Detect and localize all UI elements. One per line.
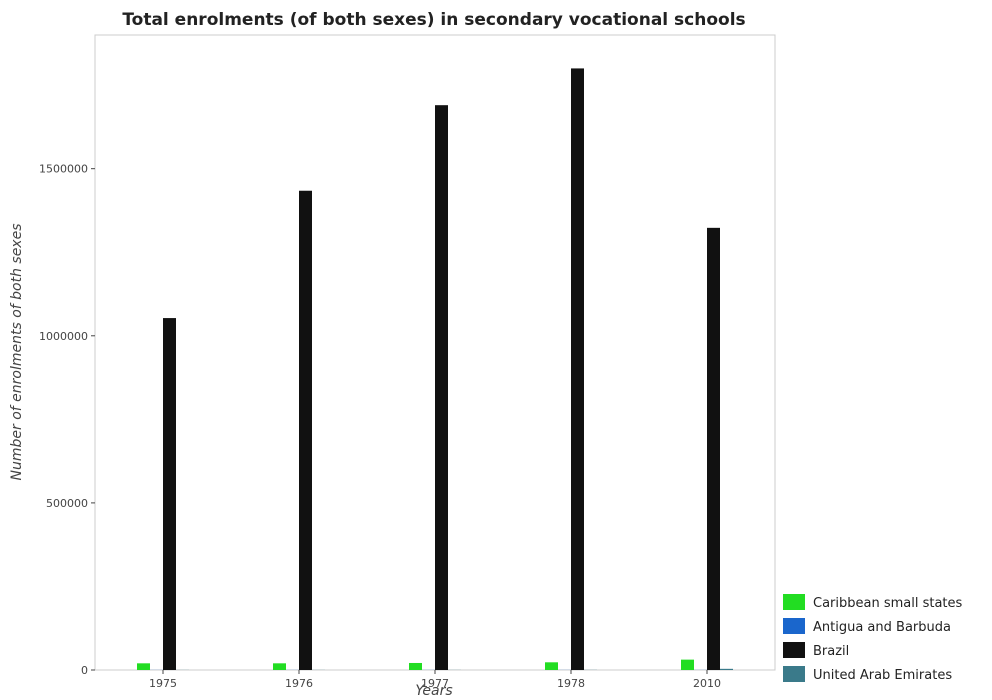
- y-tick-label: 500000: [46, 497, 88, 510]
- y-tick-label: 1000000: [39, 330, 88, 343]
- x-tick-label: 2010: [693, 677, 721, 690]
- chart-title: Total enrolments (of both sexes) in seco…: [122, 10, 745, 30]
- y-axis-label: Number of enrolments of both sexes: [9, 224, 25, 481]
- bar-brazil: [163, 318, 176, 670]
- bars: [137, 68, 733, 670]
- x-tick-label: 1978: [557, 677, 585, 690]
- bar-united-arab-emirates: [720, 669, 733, 670]
- y-tick-label: 0: [81, 664, 88, 677]
- legend-swatch: [783, 594, 805, 610]
- bar-brazil: [435, 105, 448, 670]
- legend-swatch: [783, 618, 805, 634]
- y-axis: 0 500000 1000000 1500000: [39, 163, 95, 677]
- legend-label: United Arab Emirates: [813, 668, 952, 683]
- bar-caribbean-small-states: [137, 663, 150, 670]
- legend-swatch: [783, 666, 805, 682]
- bar-brazil: [571, 68, 584, 670]
- x-tick-label: 1976: [285, 677, 313, 690]
- x-axis-label: Years: [415, 683, 452, 699]
- legend-label: Caribbean small states: [813, 596, 963, 611]
- legend: Caribbean small states Antigua and Barbud…: [783, 594, 963, 683]
- bar-brazil: [707, 228, 720, 670]
- x-tick-label: 1975: [149, 677, 177, 690]
- legend-label: Antigua and Barbuda: [813, 620, 951, 635]
- bar-caribbean-small-states: [681, 660, 694, 670]
- bar-caribbean-small-states: [409, 663, 422, 670]
- y-tick-label: 1500000: [39, 163, 88, 176]
- legend-swatch: [783, 642, 805, 658]
- legend-label: Brazil: [813, 644, 849, 659]
- bar-brazil: [299, 191, 312, 670]
- bar-caribbean-small-states: [273, 663, 286, 670]
- bar-caribbean-small-states: [545, 662, 558, 670]
